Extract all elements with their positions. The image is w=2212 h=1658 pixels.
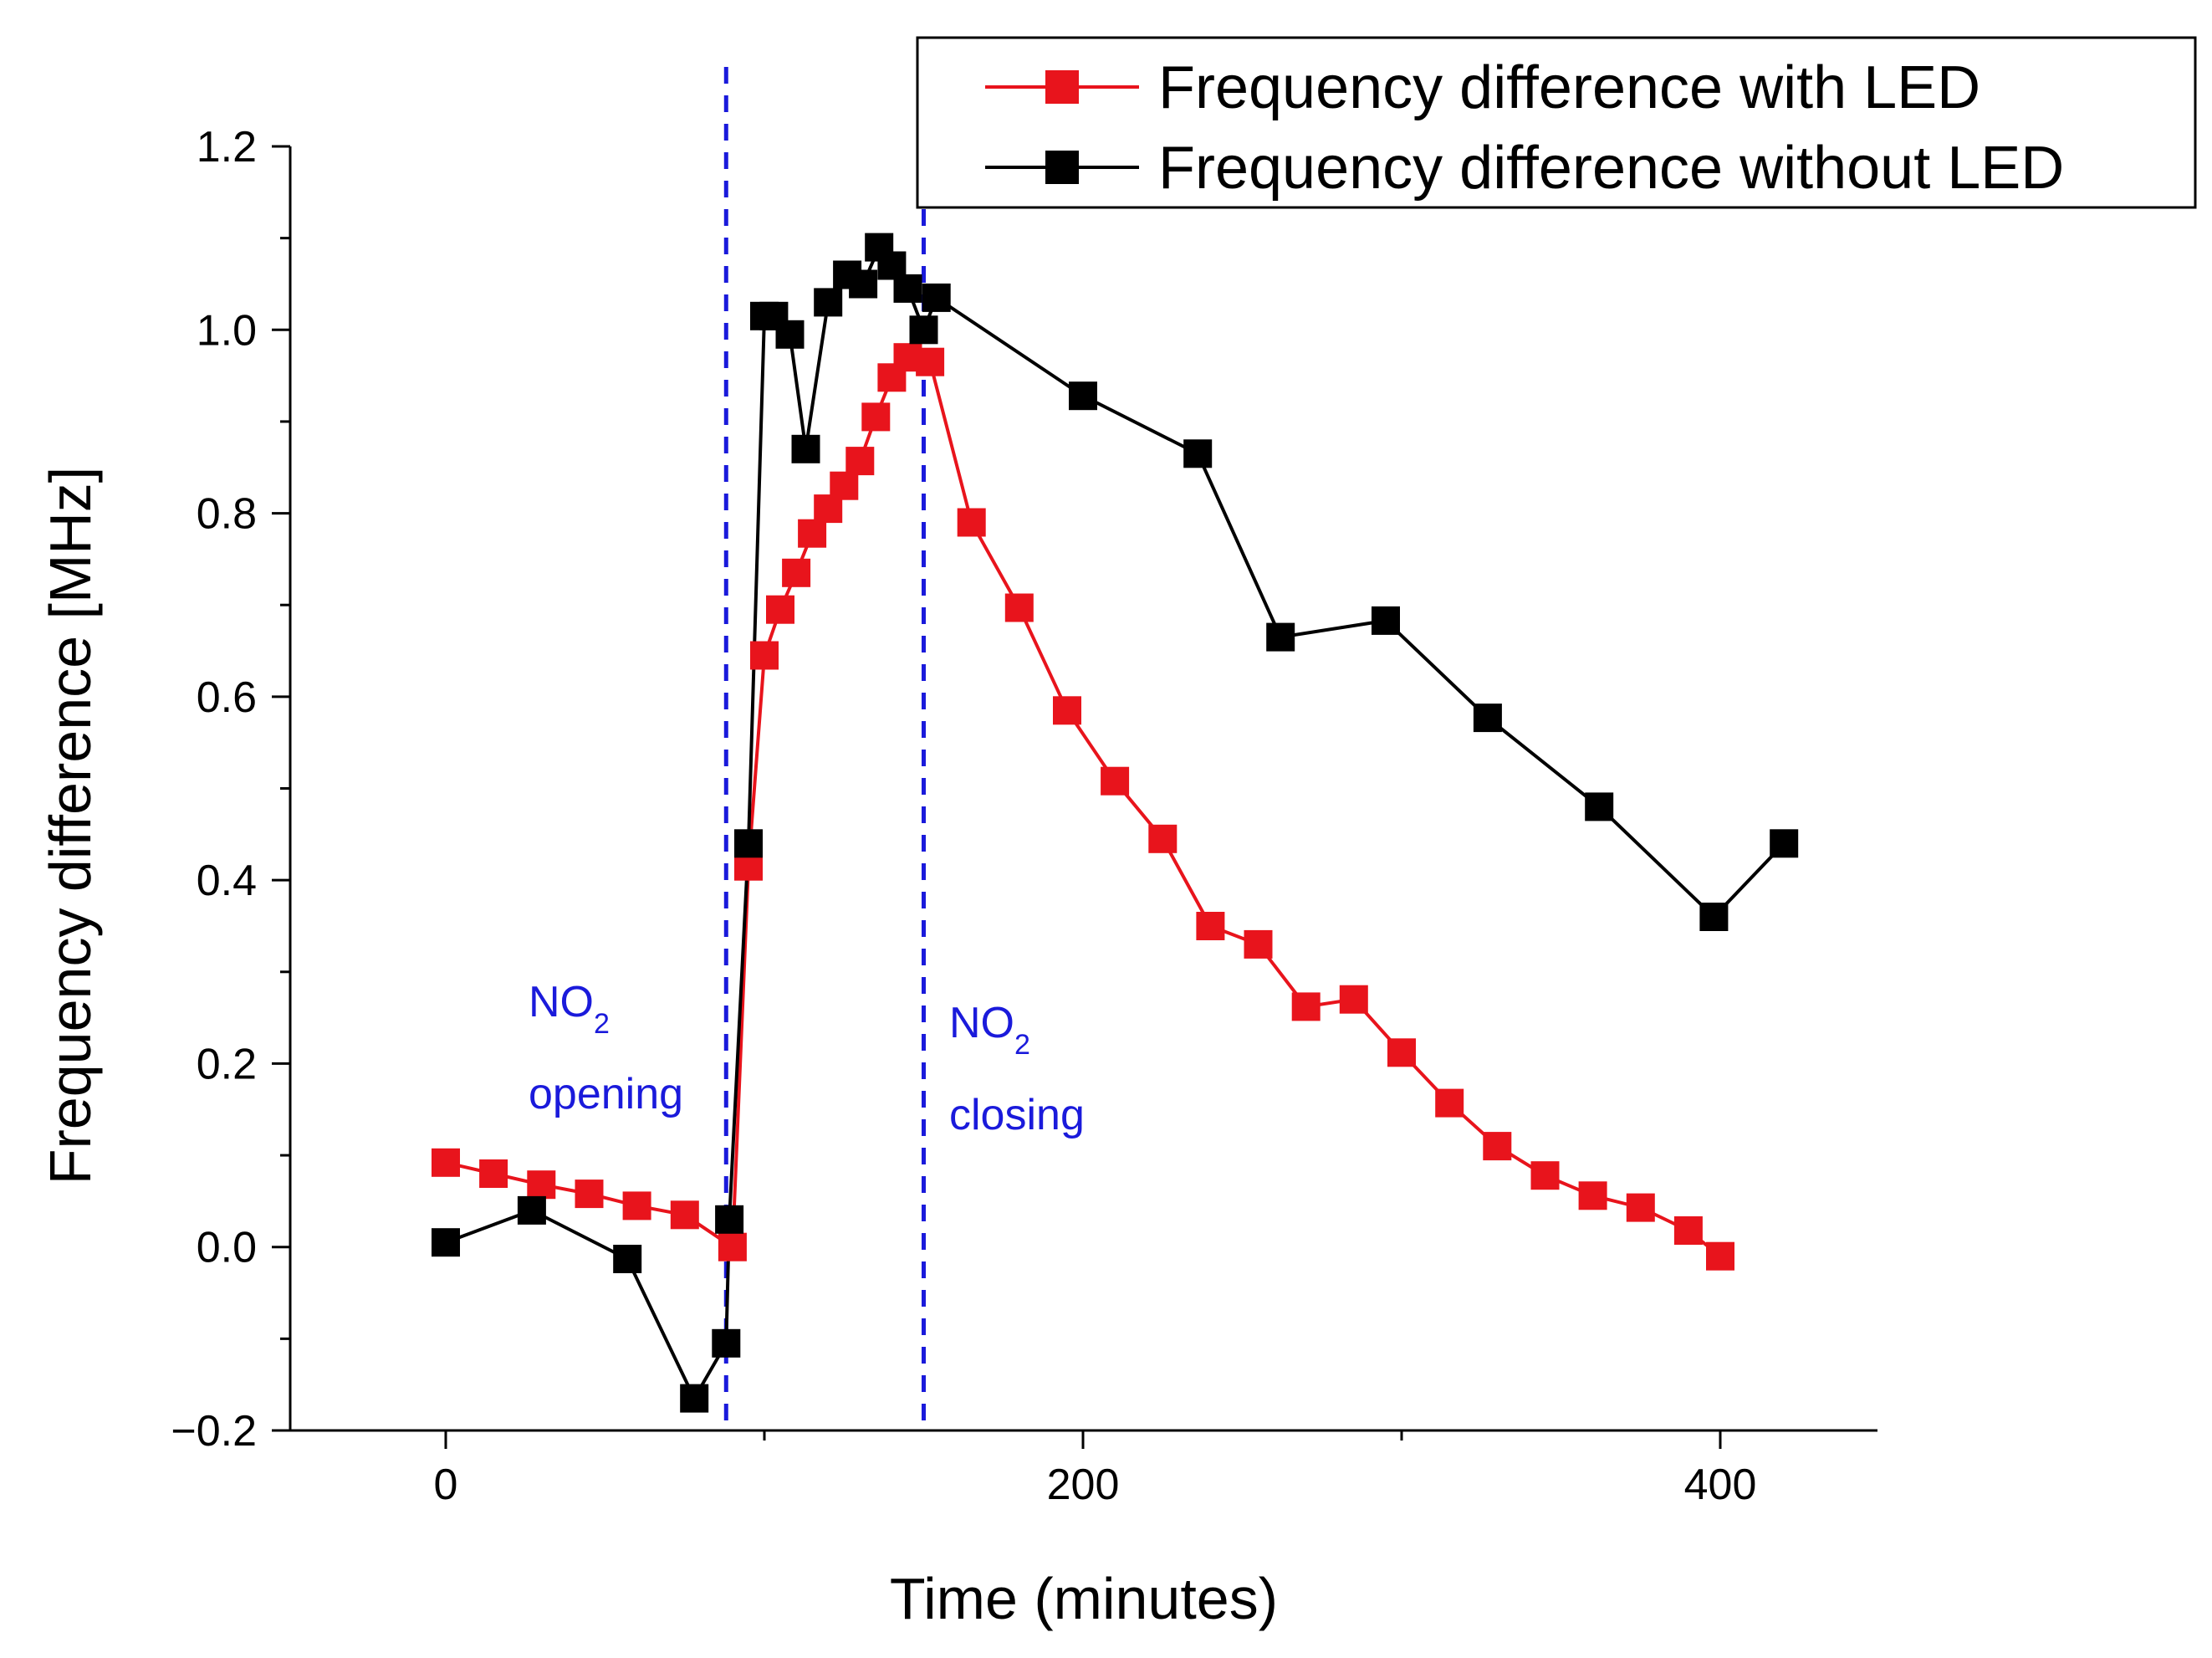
legend-label-with-led: Frequency difference with LED [1158,54,1980,121]
svg-text:NO2: NO2 [529,978,610,1040]
x-tick-label: 0 [434,1461,458,1509]
y-tick-label: 0.0 [197,1224,257,1272]
data-point-without-led [1585,792,1614,821]
data-point-without-led [1699,903,1729,931]
data-point-without-led [893,274,922,303]
annotation-closing-label: closing [949,1091,1085,1139]
y-tick-label: 0.4 [197,857,257,905]
data-point-with-led [432,1148,460,1177]
y-ticks: −0.2 0.0 0.2 0.4 0.6 0.8 1.0 1.2 [171,123,290,1456]
svg-text:NO2: NO2 [949,999,1030,1061]
data-point-with-led [1196,912,1225,940]
data-point-with-led [916,347,945,376]
data-point-without-led [814,288,843,317]
data-point-with-led [1339,985,1368,1014]
legend-item-without-led: Frequency difference without LED [985,135,2064,202]
data-point-with-led [845,447,875,476]
legend-marker-without-led [1045,151,1079,184]
data-point-without-led [1183,439,1213,468]
y-axis-title: Frequency difference [MHz] [38,467,103,1185]
data-point-with-led [1706,1241,1734,1271]
series-layer [432,233,1799,1413]
annotation-no2-label: NO [949,999,1014,1047]
data-point-without-led [909,315,938,345]
data-point-with-led [670,1200,699,1230]
data-point-with-led [1148,824,1178,853]
data-point-with-led [750,641,779,670]
data-point-with-led [798,519,827,548]
data-point-with-led [527,1170,556,1200]
data-point-with-led [575,1180,604,1209]
x-tick-label: 200 [1047,1461,1120,1509]
legend-box [916,36,2197,209]
data-point-with-led [1053,696,1081,725]
data-point-without-led [712,1328,741,1358]
data-point-without-led [1770,829,1799,858]
data-point-without-led [849,269,878,299]
annotation-no2-label: NO [529,978,594,1026]
data-point-with-led [1244,929,1273,959]
data-point-with-led [1387,1038,1416,1067]
data-point-without-led [613,1245,642,1273]
data-point-without-led [680,1384,709,1413]
annotation-no2-subscript: 2 [594,1008,610,1040]
data-point-with-led [1004,593,1034,622]
data-point-without-led [791,434,820,463]
x-ticks: 0 200 400 [434,1430,1757,1509]
y-tick-label: 0.6 [197,673,257,722]
annotation-opening-label: opening [529,1070,683,1118]
data-point-without-led [1069,381,1097,411]
y-tick-label: 0.2 [197,1040,257,1088]
data-point-without-led [1372,606,1400,635]
data-point-with-led [957,508,986,537]
series-line-without-led [445,243,1785,1402]
x-axis-title: Time (minutes) [890,1566,1278,1631]
annotation-no2-closing: NO2 closing [949,999,1085,1139]
data-point-with-led [1673,1216,1703,1245]
data-point-with-led [1578,1181,1607,1210]
annotation-no2-opening: NO2 opening [529,978,683,1118]
y-tick-label: −0.2 [171,1407,257,1456]
y-tick-label: 0.8 [197,490,257,539]
data-point-with-led [830,471,859,500]
data-point-without-led [922,283,951,312]
data-point-with-led [1291,992,1321,1021]
data-point-with-led [782,558,811,587]
data-point-without-led [775,320,805,349]
y-tick-label: 1.0 [197,306,257,355]
data-point-with-led [718,1232,747,1261]
data-point-with-led [1530,1161,1560,1190]
x-tick-label: 400 [1684,1461,1757,1509]
legend-item-with-led: Frequency difference with LED [985,54,1980,121]
legend-marker-with-led [1045,70,1079,104]
data-point-without-led [715,1205,744,1234]
legend: Frequency difference with LED Frequency … [916,36,2197,209]
data-point-without-led [517,1195,546,1225]
data-point-without-led [734,829,763,858]
data-point-with-led [479,1159,508,1188]
data-point-with-led [861,402,891,432]
data-point-with-led [1435,1088,1464,1118]
data-point-without-led [1266,622,1295,652]
data-point-without-led [432,1228,460,1257]
legend-label-without-led: Frequency difference without LED [1158,135,2064,202]
data-point-with-led [1101,766,1130,796]
data-point-with-led [622,1191,651,1220]
data-point-with-led [1626,1193,1655,1222]
data-point-without-led [1473,704,1502,733]
data-point-with-led [1483,1132,1512,1161]
annotation-no2-subscript: 2 [1014,1029,1030,1061]
data-point-with-led [766,595,794,624]
y-tick-label: 1.2 [197,123,257,171]
